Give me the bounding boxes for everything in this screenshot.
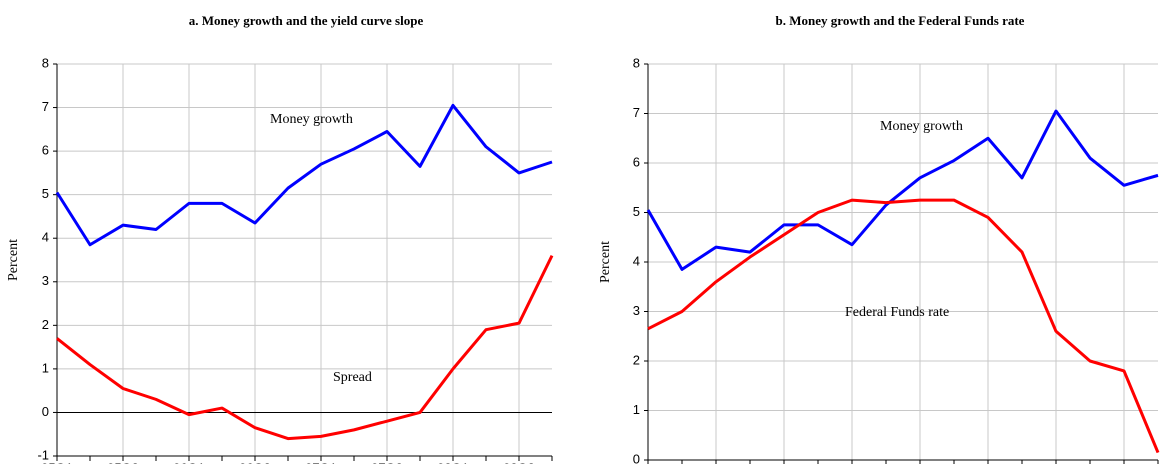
y-tick-label: 1 bbox=[633, 402, 640, 417]
chart-title: b. Money growth and the Federal Funds ra… bbox=[776, 13, 1025, 28]
y-tick-label: 4 bbox=[633, 253, 640, 268]
y-tick-label: 2 bbox=[42, 317, 49, 332]
y-tick-label: 2 bbox=[633, 352, 640, 367]
x-tick-label: 05Q1 bbox=[41, 460, 73, 464]
series-label: Federal Funds rate bbox=[845, 305, 949, 320]
y-tick-label: 1 bbox=[42, 360, 49, 375]
chart: b. Money growth and the Federal Funds ra… bbox=[598, 13, 1160, 464]
y-tick-label: 7 bbox=[633, 105, 640, 120]
x-tick-label: 08Q3 bbox=[503, 460, 535, 464]
y-tick-label: 0 bbox=[633, 451, 640, 464]
series-label: Money growth bbox=[270, 112, 353, 127]
y-tick-label: 6 bbox=[633, 154, 640, 169]
y-tick-label: 0 bbox=[42, 404, 49, 419]
chart: a. Money growth and the yield curve slop… bbox=[6, 13, 554, 464]
series-line bbox=[55, 103, 553, 247]
y-tick-label: 8 bbox=[42, 55, 49, 70]
series-label: Money growth bbox=[880, 119, 963, 134]
series-line bbox=[647, 198, 1160, 454]
y-tick-label: 4 bbox=[42, 230, 49, 245]
y-tick-label: 3 bbox=[42, 273, 49, 288]
y-tick-label: 7 bbox=[42, 99, 49, 114]
x-tick-label: 08Q1 bbox=[437, 460, 469, 464]
chart-title: a. Money growth and the yield curve slop… bbox=[189, 13, 424, 28]
y-tick-label: 6 bbox=[42, 143, 49, 158]
y-tick-label: -1 bbox=[37, 447, 49, 462]
y-tick-label: 3 bbox=[633, 303, 640, 318]
x-tick-label: 07Q1 bbox=[305, 460, 337, 464]
series-line bbox=[646, 109, 1159, 271]
series-label: Spread bbox=[333, 370, 372, 385]
x-tick-label: 06Q3 bbox=[239, 460, 271, 464]
x-tick-label: 06Q1 bbox=[173, 460, 205, 464]
y-tick-label: 5 bbox=[42, 186, 49, 201]
y-axis-label: Percent bbox=[6, 239, 21, 281]
y-tick-label: 5 bbox=[633, 204, 640, 219]
series-line bbox=[56, 254, 554, 441]
y-axis-label: Percent bbox=[598, 241, 613, 283]
x-tick-label: 07Q3 bbox=[371, 460, 403, 464]
x-tick-label: 05Q3 bbox=[107, 460, 139, 464]
y-tick-label: 8 bbox=[633, 55, 640, 70]
